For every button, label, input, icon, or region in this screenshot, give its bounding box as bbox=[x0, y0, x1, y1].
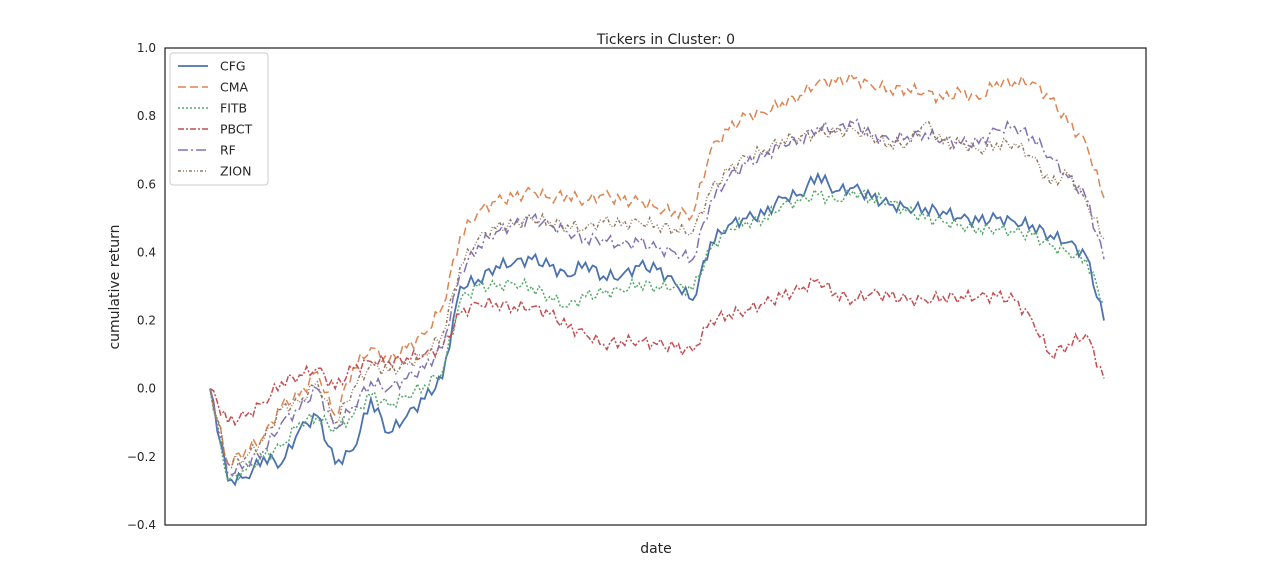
y-tick-label: 0.2 bbox=[137, 314, 156, 328]
chart-title: Tickers in Cluster: 0 bbox=[596, 32, 735, 48]
series-lines bbox=[209, 71, 1105, 487]
series-line-zion bbox=[209, 120, 1105, 469]
y-axis-ticks: 1.0 0.8 0.6 0.4 0.2 0.0 −0.2 −0.4 bbox=[127, 41, 156, 532]
series-line-pbct bbox=[209, 277, 1105, 427]
y-axis-label: cumulative return bbox=[107, 224, 123, 349]
series-line-cma bbox=[209, 71, 1105, 469]
legend-label-pbct: PBCT bbox=[220, 122, 253, 137]
legend-box bbox=[169, 52, 269, 186]
x-axis-label: date bbox=[640, 541, 672, 557]
legend-label-cfg: CFG bbox=[220, 59, 246, 74]
y-tick-label: −0.2 bbox=[127, 450, 156, 464]
series-line-cfg bbox=[209, 171, 1105, 487]
y-tick-label: 1.0 bbox=[137, 41, 156, 55]
legend-label-cma: CMA bbox=[220, 80, 249, 95]
y-tick-label: 0.6 bbox=[137, 177, 156, 191]
legend-label-fitb: FITB bbox=[220, 101, 247, 116]
series-line-fitb bbox=[209, 187, 1105, 483]
legend-label-zion: ZION bbox=[220, 164, 251, 179]
y-tick-label: 0.4 bbox=[137, 245, 156, 259]
legend-label-rf: RF bbox=[220, 143, 236, 158]
y-tick-label: 0.0 bbox=[137, 382, 156, 396]
y-tick-label: −0.4 bbox=[127, 518, 156, 532]
plot-frame bbox=[164, 47, 1147, 526]
legend: CFG CMA FITB PBCT RF ZION bbox=[169, 52, 269, 186]
y-tick-label: 0.8 bbox=[137, 109, 156, 123]
